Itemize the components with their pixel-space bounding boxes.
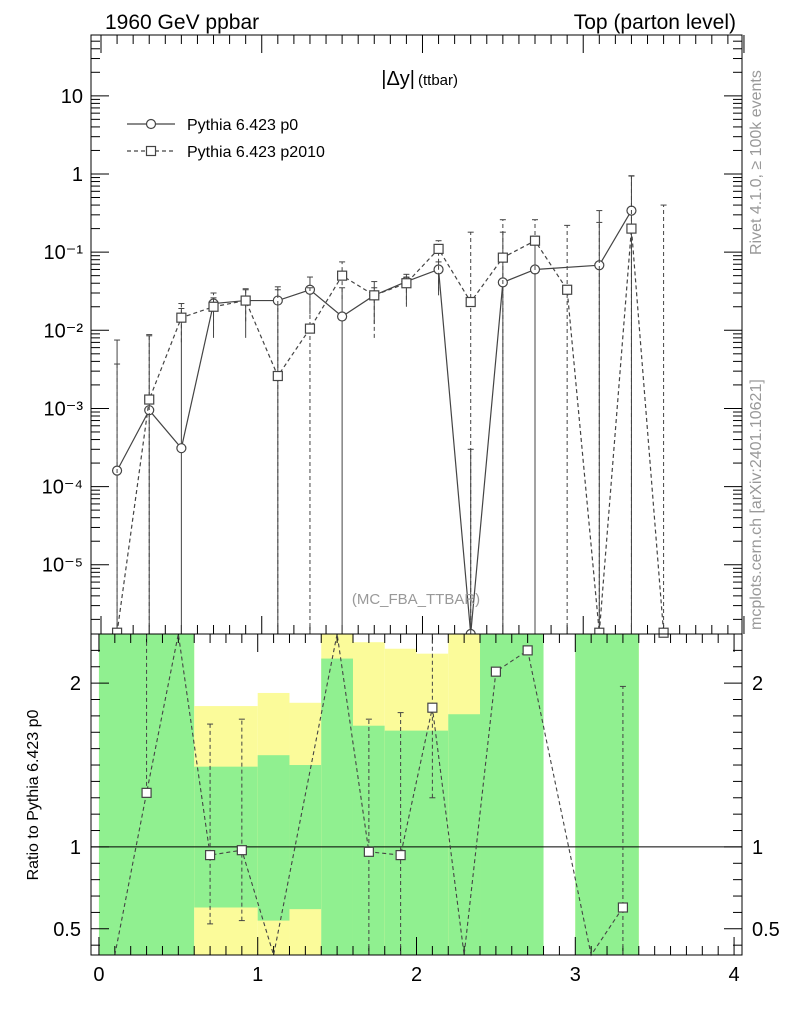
- data-point-p2010: [401, 278, 412, 289]
- ratio-plot-frame: [90, 633, 743, 956]
- y-tick-label: 10⁻²: [44, 320, 84, 342]
- data-point-p2010: [626, 223, 637, 234]
- ratio-point: [490, 666, 501, 677]
- plot-title: |Δy|: [381, 68, 415, 90]
- y-tick-label: 0.5: [53, 919, 81, 941]
- y-tick-label: 10⁻⁴: [42, 477, 83, 499]
- data-point-p0: [337, 311, 348, 322]
- uncertainty-band-inner: [448, 714, 481, 955]
- data-point-p2010: [176, 312, 187, 323]
- y-tick-label: 1: [72, 164, 83, 186]
- ratio-point: [204, 849, 216, 861]
- data-point-p2010: [433, 243, 444, 254]
- y-tick-label: 2: [752, 673, 763, 695]
- data-point-p0: [176, 443, 187, 454]
- plot-title-sub: (ttbar): [418, 72, 458, 89]
- data-point-p2010: [658, 627, 669, 638]
- main-plot-data: [111, 175, 669, 640]
- side-annotation-top: Rivet 4.1.0, ≥ 100k events: [748, 70, 765, 255]
- main-plot-panel: 10⁻⁵ 10⁻⁴ 10⁻³ 10⁻² 10⁻¹ 1 10 |Δy| (ttbar) (MC…: [42, 34, 745, 640]
- ratio-point: [395, 849, 406, 861]
- ratio-ylabel: Ratio to Pythia 6.423 p0: [25, 710, 42, 881]
- data-point-p2010: [240, 295, 251, 306]
- ratio-point: [141, 787, 152, 798]
- data-point-p2010: [497, 252, 508, 263]
- data-point-p2010: [208, 301, 219, 312]
- legend: Pythia 6.423 p0 Pythia 6.423 p2010: [127, 117, 325, 161]
- x-tick-label: 2: [411, 964, 422, 986]
- ratio-point: [363, 846, 374, 857]
- ratio-point: [427, 702, 438, 713]
- ratio-point: [522, 645, 533, 656]
- y-tick-label: 2: [70, 673, 81, 695]
- legend-marker-p0: [145, 118, 157, 130]
- data-point-p2010: [144, 394, 155, 405]
- legend-label-p2010: Pythia 6.423 p2010: [187, 144, 325, 161]
- data-point-p2010: [529, 235, 541, 246]
- x-tick-label: 1: [252, 964, 263, 986]
- data-point-p2010: [562, 284, 573, 295]
- x-tick-label: 3: [570, 964, 581, 986]
- y-tick-label: 1: [70, 837, 81, 859]
- header-right: Top (parton level): [574, 11, 736, 34]
- uncertainty-band-inner: [416, 730, 449, 955]
- uncertainty-band-inner: [257, 755, 290, 921]
- uncertainty-band-inner: [321, 658, 353, 955]
- y-tick-label: 1: [752, 837, 763, 859]
- legend-marker-p2010: [145, 145, 157, 157]
- uncertainty-band-inner: [194, 766, 258, 908]
- y-tick-label: 10: [61, 86, 83, 108]
- header-left: 1960 GeV ppbar: [105, 11, 259, 34]
- series-line-p0: [116, 210, 632, 635]
- data-point-p2010: [272, 370, 283, 382]
- legend-label-p0: Pythia 6.423 p0: [187, 117, 298, 134]
- data-point-p2010: [465, 296, 476, 308]
- data-point-p2010: [369, 290, 380, 301]
- y-tick-label: 0.5: [752, 919, 780, 941]
- x-tick-label: 4: [728, 964, 739, 986]
- data-point-p2010: [304, 323, 316, 334]
- y-tick-label: 10⁻⁵: [42, 555, 83, 577]
- uncertainty-band-inner: [575, 634, 639, 955]
- uncertainty-band-inner: [289, 765, 322, 910]
- main-plot-ticks: 10⁻⁵ 10⁻⁴ 10⁻³ 10⁻² 10⁻¹ 1 10: [42, 34, 745, 634]
- ratio-point: [617, 902, 629, 913]
- plot-title-main: |Δy|: [381, 68, 415, 90]
- ratio-point: [236, 845, 247, 856]
- side-annotation-bottom: mcplots.cern.ch [arXiv:2401.10621]: [748, 379, 765, 630]
- data-point-p2010: [337, 270, 348, 281]
- y-tick-label: 10⁻³: [44, 398, 84, 420]
- y-tick-label: 10⁻¹: [44, 242, 84, 264]
- series-line-p2010: [116, 228, 665, 633]
- watermark: (MC_FBA_TTBAR): [352, 591, 480, 608]
- x-tick-label: 0: [93, 964, 104, 986]
- ratio-plot-ticks: 0 1 2 3 4 0.5 0.5 1 1 2 2: [53, 634, 780, 986]
- ratio-plot-panel: 0 1 2 3 4 0.5 0.5 1 1 2 2 Ratio to Pythia 6.423 p0: [25, 633, 780, 986]
- uncertainty-band-inner: [480, 634, 544, 955]
